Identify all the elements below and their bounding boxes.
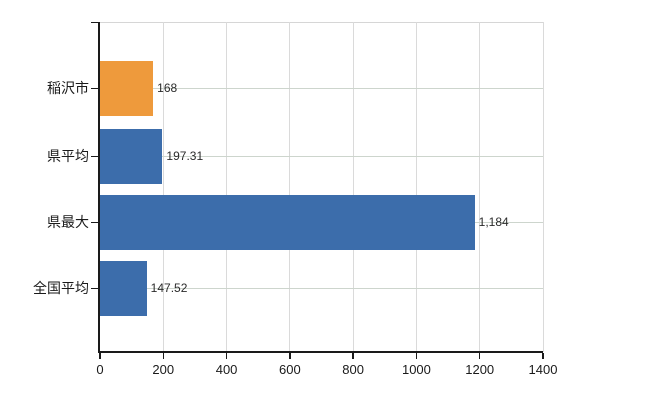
- x-axis-line: [98, 351, 543, 353]
- x-tick: [352, 353, 354, 359]
- x-tick-label: 400: [215, 362, 238, 377]
- x-tick: [542, 353, 544, 359]
- plot-top-border: [100, 22, 543, 23]
- grid-line-vertical: [415, 22, 417, 352]
- bar-value-label: 168: [157, 81, 178, 95]
- bar-value-label: 147.52: [150, 281, 188, 295]
- grid-line-vertical: [162, 22, 164, 352]
- category-label: 稲沢市: [47, 80, 89, 96]
- x-tick: [478, 353, 481, 359]
- bar: [100, 194, 475, 250]
- x-tick-label: 600: [278, 362, 301, 377]
- y-tick: [91, 287, 98, 289]
- y-tick: [91, 221, 98, 223]
- category-label: 県最大: [47, 214, 89, 230]
- y-axis-line: [98, 22, 100, 352]
- bar: [100, 128, 163, 184]
- grid-line-vertical: [289, 22, 291, 352]
- y-tick: [91, 21, 98, 23]
- x-tick-label: 200: [152, 362, 175, 377]
- x-tick-label: 0: [96, 362, 104, 377]
- y-tick: [91, 87, 98, 89]
- bar-value-label: 1,184: [478, 215, 509, 229]
- x-tick: [289, 353, 291, 359]
- x-tick-label: 1400: [528, 362, 558, 377]
- x-tick: [415, 353, 418, 359]
- y-tick: [91, 155, 98, 157]
- bar: [100, 60, 154, 116]
- bar-value-label: 197.31: [166, 149, 204, 163]
- grid-line-vertical: [352, 22, 354, 352]
- bar: [100, 260, 147, 316]
- grid-line-vertical: [479, 22, 481, 352]
- x-tick-label: 1200: [465, 362, 495, 377]
- grid-line-vertical: [226, 22, 228, 352]
- x-tick-label: 1000: [401, 362, 431, 377]
- x-tick: [162, 353, 165, 359]
- grid-line-horizontal: [100, 288, 543, 289]
- x-tick: [99, 353, 101, 359]
- category-label: 全国平均: [33, 280, 89, 296]
- category-label: 県平均: [47, 148, 89, 164]
- x-tick-label: 800: [342, 362, 364, 377]
- grid-line-vertical: [542, 22, 544, 352]
- grid-line-horizontal: [100, 88, 543, 89]
- x-tick: [225, 353, 228, 359]
- grid-line-horizontal: [100, 156, 543, 157]
